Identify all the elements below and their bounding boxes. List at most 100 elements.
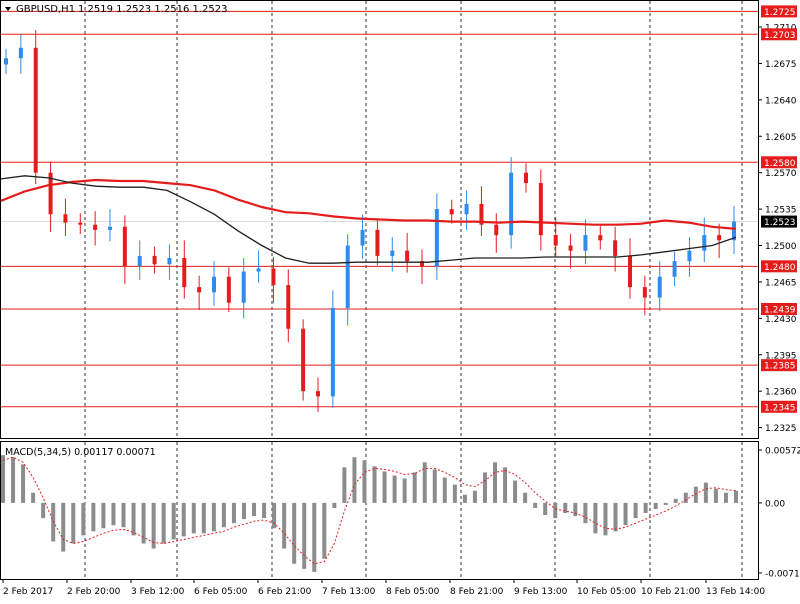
y-tick-label: 1.2500 bbox=[765, 242, 797, 252]
triangle-down-icon[interactable] bbox=[5, 7, 11, 11]
candle-body bbox=[375, 229, 380, 256]
candle-body bbox=[420, 261, 424, 267]
macd-bar bbox=[352, 457, 357, 503]
y-tick-label: 1.2640 bbox=[765, 96, 797, 106]
ohlc-label: 1.2519 1.2523 1.2516 1.2523 bbox=[78, 4, 228, 15]
price-tag-bg bbox=[761, 302, 797, 315]
macd-bar bbox=[71, 502, 76, 544]
macd-bar bbox=[1, 455, 5, 503]
candle-body bbox=[642, 287, 647, 298]
candle-body bbox=[509, 172, 514, 236]
current-price-tag-label: 1.2523 bbox=[764, 218, 796, 228]
x-tick-label: 6 Feb 21:00 bbox=[258, 587, 312, 597]
macd-bar bbox=[543, 502, 548, 516]
macd-bar bbox=[41, 502, 46, 519]
macd-bar bbox=[151, 502, 156, 549]
candle-body bbox=[449, 209, 454, 215]
price-tag-bg bbox=[761, 400, 797, 413]
candle-body bbox=[271, 268, 276, 286]
macd-bar bbox=[472, 490, 477, 503]
candle-body bbox=[717, 235, 722, 241]
y-tick-label: 1.2430 bbox=[765, 315, 797, 325]
x-tick-label: 2 Feb 20:00 bbox=[67, 587, 121, 597]
macd-bar bbox=[513, 480, 518, 503]
macd-bar bbox=[533, 502, 538, 508]
macd-bar bbox=[262, 502, 267, 519]
candle-body bbox=[182, 257, 187, 288]
candle-body bbox=[345, 245, 350, 308]
macd-tick-label: 0.00572 bbox=[765, 447, 800, 457]
candle-body bbox=[167, 257, 172, 265]
moving-averages bbox=[0, 175, 737, 264]
x-tick-label: 8 Feb 05:00 bbox=[386, 587, 440, 597]
macd-bar bbox=[141, 502, 146, 544]
y-tick-label: 1.2570 bbox=[765, 169, 797, 179]
macd-bar bbox=[221, 502, 226, 528]
macd-bar bbox=[121, 502, 126, 528]
candle-body bbox=[301, 328, 306, 392]
macd-bar bbox=[603, 502, 608, 536]
macd-bar bbox=[734, 490, 738, 503]
macd-bar bbox=[362, 460, 367, 503]
macd-bar bbox=[21, 464, 26, 503]
candle-body bbox=[613, 240, 618, 256]
x-tick-label: 13 Feb 14:00 bbox=[706, 587, 765, 597]
macd-bar bbox=[382, 471, 387, 503]
candle-body bbox=[330, 307, 335, 397]
price-tag-label: 1.2345 bbox=[764, 403, 796, 413]
macd-bar bbox=[91, 502, 96, 532]
candle-body bbox=[702, 235, 707, 251]
price-tag-bg bbox=[761, 359, 797, 372]
macd-bar bbox=[452, 484, 457, 503]
price-tag-label: 1.2439 bbox=[764, 305, 796, 315]
macd-bar bbox=[332, 502, 337, 508]
macd-bar bbox=[171, 502, 176, 540]
candle-body bbox=[137, 255, 142, 267]
candle-body bbox=[628, 255, 632, 288]
macd-bar bbox=[493, 462, 498, 503]
macd-bar bbox=[161, 502, 166, 544]
macd-indicator bbox=[1, 455, 738, 572]
candle-body bbox=[241, 271, 246, 303]
price-tag-bg bbox=[761, 28, 797, 41]
macd-signal-line bbox=[2, 456, 737, 565]
macd-bar bbox=[462, 494, 467, 503]
candle-body bbox=[672, 261, 677, 277]
candle-body bbox=[687, 250, 692, 262]
macd-bar bbox=[131, 502, 136, 536]
candle-body bbox=[732, 221, 736, 241]
candle-body bbox=[286, 285, 291, 329]
x-tick-label: 2 Feb 2017 bbox=[3, 587, 53, 597]
candle-body bbox=[390, 250, 395, 256]
candle-body bbox=[464, 203, 469, 215]
macd-bar bbox=[392, 475, 397, 503]
candle-body bbox=[657, 276, 662, 298]
price-tag-label: 1.2385 bbox=[764, 362, 796, 372]
candle-body bbox=[494, 224, 499, 236]
macd-bar bbox=[573, 502, 578, 517]
macd-bar bbox=[11, 457, 16, 503]
candle-body bbox=[405, 250, 410, 262]
x-tick-label: 10 Feb 21:00 bbox=[641, 587, 700, 597]
x-tick-label: 3 Feb 12:00 bbox=[131, 587, 185, 597]
macd-bar bbox=[81, 502, 86, 536]
macd-bar bbox=[432, 469, 437, 503]
macd-bar bbox=[653, 502, 658, 509]
candle-body bbox=[108, 226, 112, 230]
x-tick-label: 7 Feb 13:00 bbox=[322, 587, 376, 597]
x-tick-label: 6 Feb 05:00 bbox=[194, 587, 248, 597]
macd-bar bbox=[312, 502, 317, 572]
macd-bar bbox=[703, 482, 708, 503]
macd-bar bbox=[272, 502, 277, 529]
y-tick-label: 1.2465 bbox=[765, 278, 797, 288]
y-tick-label: 1.2325 bbox=[765, 424, 797, 434]
macd-bar bbox=[241, 502, 246, 520]
y-tick-label: 1.2395 bbox=[765, 351, 797, 361]
macd-bar bbox=[322, 502, 327, 559]
macd-bar bbox=[191, 502, 196, 534]
macd-bar bbox=[201, 502, 206, 534]
y-tick-label: 1.2675 bbox=[765, 60, 797, 70]
candle-body bbox=[583, 235, 588, 251]
